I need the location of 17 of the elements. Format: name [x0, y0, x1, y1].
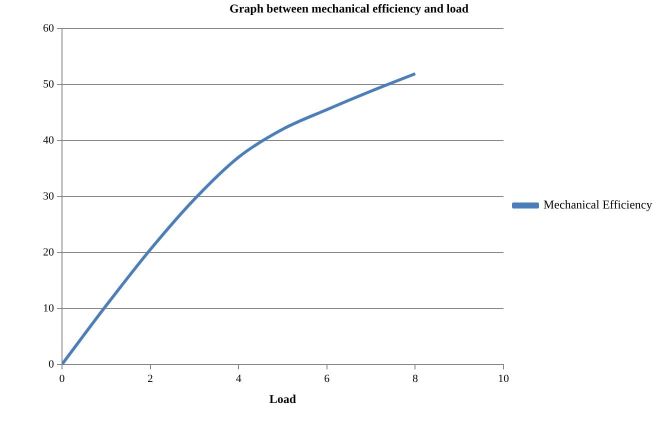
x-tick-label: 0	[59, 372, 66, 385]
y-tick-label: 0	[48, 358, 54, 370]
y-tick-label: 20	[43, 246, 54, 258]
y-tick-label: 50	[43, 78, 54, 90]
y-tick-label: 30	[43, 190, 54, 202]
legend-label: Mechanical Efficiency	[544, 198, 652, 212]
y-tick-label: 60	[43, 22, 54, 34]
x-axis-title: Load	[269, 392, 296, 406]
x-tick-label: 4	[236, 372, 242, 385]
x-tick-label: 2	[148, 372, 154, 385]
y-tick-label: 10	[43, 302, 54, 314]
x-tick-label: 10	[498, 372, 510, 385]
y-tick-label: 40	[43, 134, 54, 146]
chart-title: Graph between mechanical efficiency and load	[230, 1, 469, 16]
x-tick-label: 6	[324, 372, 330, 385]
x-tick-label: 8	[412, 372, 418, 385]
line-series	[62, 72, 417, 364]
